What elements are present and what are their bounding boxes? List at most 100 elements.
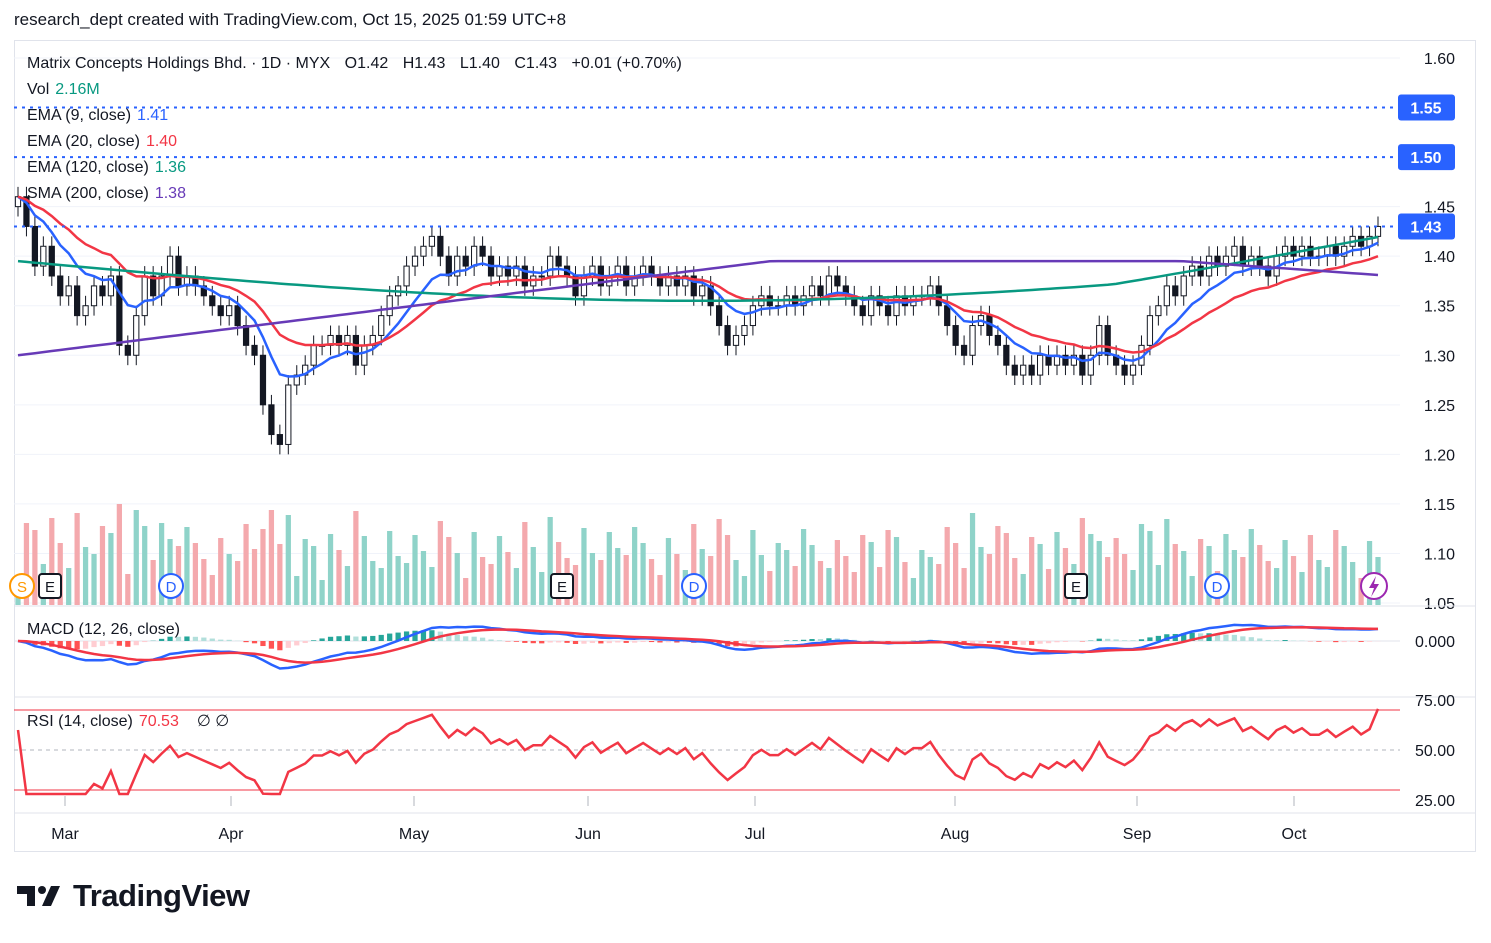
- price-tick-label: 1.60: [1424, 51, 1455, 68]
- volume-bar: [235, 561, 241, 605]
- price-tick-label: 1.40: [1424, 249, 1455, 266]
- macd-histogram-bar: [158, 638, 165, 641]
- macd-histogram-bar: [218, 639, 224, 641]
- event-marker-label: D: [1212, 579, 1223, 596]
- candle-body: [884, 305, 892, 317]
- volume-bar: [496, 536, 503, 605]
- candle-body: [74, 285, 81, 317]
- time-axis-label: Jun: [575, 826, 601, 843]
- volume-bar: [572, 565, 579, 605]
- event-marker-label: S: [17, 579, 27, 596]
- macd-histogram-bar: [1054, 641, 1060, 643]
- macd-histogram-bar: [429, 630, 435, 641]
- volume-bar: [1350, 562, 1356, 605]
- volume-bar: [648, 559, 655, 605]
- ema120-legend[interactable]: EMA (120, close) 1.36: [27, 159, 186, 177]
- volume-bar: [910, 578, 917, 605]
- macd-legend[interactable]: MACD (12, 26, close): [27, 621, 180, 639]
- macd-histogram-bar: [969, 641, 976, 644]
- volume-bar: [750, 530, 756, 605]
- macd-line: [17, 623, 1379, 670]
- candle-body: [437, 235, 444, 257]
- sma200-label: SMA (200, close): [27, 185, 149, 202]
- volume-bar: [158, 523, 165, 605]
- volume-bar: [800, 529, 807, 605]
- macd-histogram-bar: [606, 641, 612, 644]
- volume-bar: [361, 536, 367, 605]
- volume-bar: [530, 547, 536, 605]
- volume-bar: [1248, 529, 1254, 605]
- price-tick-label: 1.15: [1424, 497, 1455, 514]
- candle-body: [133, 315, 140, 356]
- volume-bar: [1147, 531, 1153, 605]
- volume-bar: [1155, 565, 1161, 605]
- candle-body: [471, 245, 478, 267]
- macd-histogram-bar: [665, 641, 672, 643]
- sma200-legend[interactable]: SMA (200, close) 1.38: [27, 185, 186, 203]
- macd-histogram-bar: [125, 641, 131, 647]
- tradingview-wordmark: TradingView: [73, 878, 250, 913]
- volume-bar: [826, 568, 832, 605]
- volume-bar: [1307, 535, 1314, 605]
- candle-body: [825, 275, 833, 297]
- macd-histogram-bar: [674, 641, 680, 643]
- volume-bar: [1138, 524, 1145, 605]
- volume-bar: [319, 580, 325, 605]
- ohlc-change: +0.01 (+0.70%): [571, 55, 682, 72]
- macd-histogram-bar: [1257, 638, 1263, 641]
- volume-bar: [32, 530, 38, 605]
- macd-histogram-bar: [1240, 636, 1246, 641]
- volume-legend[interactable]: Vol 2.16M: [27, 81, 100, 99]
- macd-histogram-bar: [353, 636, 359, 641]
- volume-bar: [784, 550, 790, 605]
- ema20-legend[interactable]: EMA (20, close) 1.40: [27, 133, 177, 151]
- volume-bar: [851, 572, 857, 605]
- volume-bar: [1096, 541, 1102, 605]
- macd-histogram-bar: [1350, 641, 1356, 642]
- ema120-label: EMA (120, close): [27, 159, 149, 176]
- volume-bar: [724, 535, 731, 605]
- volume-bar: [1324, 567, 1330, 605]
- macd-histogram-bar: [800, 639, 807, 641]
- macd-histogram-bar: [243, 641, 249, 643]
- symbol-legend[interactable]: Matrix Concepts Holdings Bhd. · 1D · MYX…: [27, 55, 682, 73]
- ohlc-close: C1.43: [514, 55, 558, 72]
- candle-body: [1231, 245, 1238, 257]
- ema9-legend[interactable]: EMA (9, close) 1.41: [27, 107, 168, 125]
- rsi-legend[interactable]: RSI (14, close) 70.53 ∅ ∅: [27, 711, 229, 731]
- macd-histogram-bar: [750, 641, 756, 645]
- candle-body: [57, 275, 64, 297]
- macd-histogram-bar: [657, 641, 663, 643]
- candle-body: [1222, 255, 1230, 267]
- macd-histogram-bar: [1214, 634, 1221, 641]
- volume-bar: [412, 535, 418, 605]
- volume-bar: [1316, 560, 1322, 605]
- macd-histogram-bar: [327, 636, 334, 641]
- candle-body: [378, 315, 385, 336]
- macd-histogram-bar: [387, 633, 393, 641]
- volume-bar: [733, 560, 739, 605]
- macd-histogram-bar: [1113, 639, 1119, 641]
- candle-body: [1180, 275, 1187, 297]
- candle-body: [40, 245, 47, 267]
- macd-histogram-bar: [251, 641, 258, 644]
- macd-histogram-bar: [463, 636, 469, 641]
- candle-body: [1121, 364, 1128, 376]
- volume-bar: [843, 556, 849, 605]
- price-level-badge: [1398, 213, 1455, 240]
- macd-histogram-bar: [1020, 641, 1026, 645]
- dividend-marker: [681, 573, 707, 599]
- macd-histogram-bar: [1265, 639, 1271, 641]
- macd-histogram-bar: [682, 641, 688, 643]
- macd-histogram-bar: [1155, 635, 1161, 641]
- tradingview-logo[interactable]: TradingView: [17, 878, 250, 914]
- volume-bar: [1341, 546, 1347, 605]
- volume-bar: [615, 548, 621, 605]
- volume-bar: [437, 521, 443, 605]
- price-level-label: 1.50: [1410, 150, 1441, 167]
- macd-histogram-bar: [632, 641, 638, 643]
- macd-histogram-bar: [792, 640, 798, 641]
- dividend-marker: [158, 573, 184, 599]
- volume-bar: [1181, 551, 1187, 605]
